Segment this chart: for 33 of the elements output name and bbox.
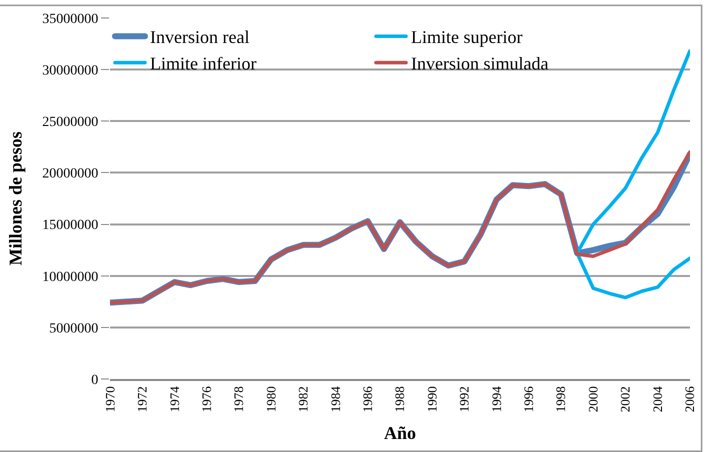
x-tick-label: 1970: [102, 386, 118, 412]
y-tick-label: 5000000: [49, 321, 98, 336]
x-tick-label: 2004: [650, 386, 665, 412]
x-tick-label: 1986: [360, 386, 376, 412]
x-tick-label: 1994: [488, 386, 504, 412]
x-tick-label: 1976: [198, 386, 214, 412]
x-tick-label: 1974: [166, 386, 182, 412]
x-tick-label: 1978: [231, 386, 246, 412]
y-tick-label: 35000000: [42, 12, 98, 27]
x-tick-label: 1988: [392, 386, 408, 412]
y-tick-label: 15000000: [42, 218, 98, 234]
legend-label: Limite superior: [411, 27, 522, 48]
x-tick-label: 1982: [296, 386, 311, 412]
y-tick-label: 30000000: [42, 63, 98, 78]
x-tick-label: 1998: [553, 386, 568, 412]
x-tick-label: 1996: [521, 386, 536, 412]
x-tick-label: 1980: [263, 386, 278, 412]
legend-label: Inversion real: [150, 27, 250, 48]
y-axis-title: Millones de pesos: [5, 131, 26, 266]
y-tick-label: 10000000: [42, 270, 98, 285]
legend-label: Inversion simulada: [411, 54, 548, 74]
legend-label: Limite inferior: [150, 54, 256, 74]
x-tick-label: 1984: [328, 386, 343, 412]
x-tick-label: 2002: [618, 386, 633, 412]
y-tick-label: 0: [91, 372, 98, 388]
x-tick-label: 1972: [134, 386, 150, 412]
y-tick-label: 25000000: [42, 115, 98, 130]
x-tick-label: 2006: [682, 386, 698, 412]
x-tick-label: 2000: [585, 386, 600, 412]
x-tick-label: 1992: [456, 386, 472, 412]
x-tick-label: 1990: [424, 386, 440, 412]
x-axis-title: Año: [384, 422, 416, 443]
y-tick-label: 20000000: [42, 166, 98, 182]
